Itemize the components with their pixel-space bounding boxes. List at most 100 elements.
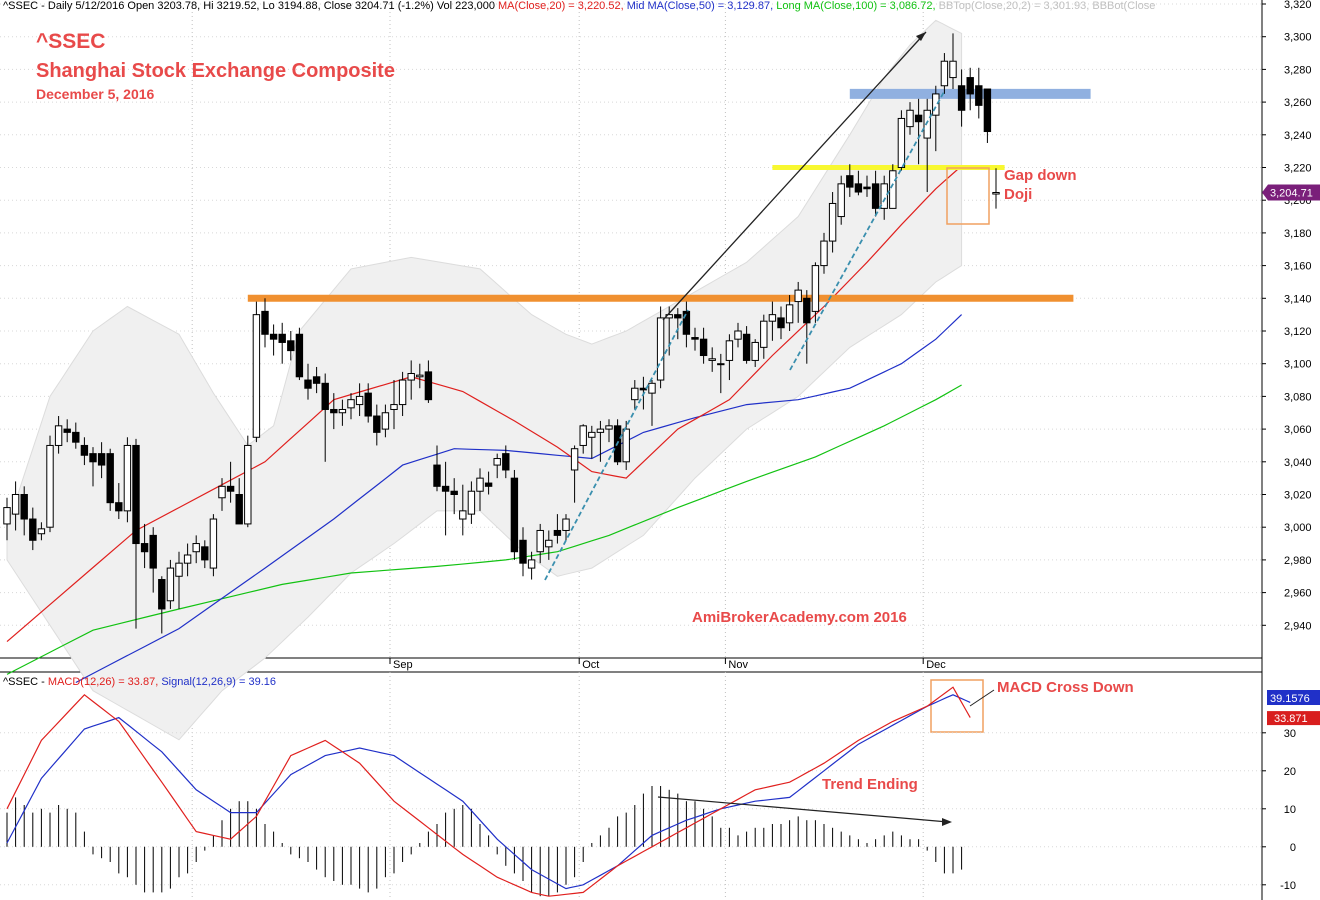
signal-info: Signal(12,26,9) = 39.16 <box>161 676 276 688</box>
candle-body <box>278 333 286 343</box>
candle-body <box>381 412 390 430</box>
candle-body <box>166 567 175 602</box>
gap-down-text: Gap down <box>1004 167 1077 184</box>
candle-body <box>527 559 536 569</box>
candle-body <box>209 518 218 569</box>
macd-line <box>6 686 971 897</box>
price-tick-label: 2,940 <box>1284 620 1312 632</box>
trend-arrow-head <box>916 32 926 41</box>
price-tick-label: 3,240 <box>1284 130 1312 142</box>
candle-body <box>949 60 957 79</box>
candle-body <box>450 490 458 496</box>
ma100-info: Long MA(Close,100) = 3,086.72, <box>776 0 939 12</box>
price-tick-label: 3,300 <box>1284 32 1312 44</box>
candle-body <box>364 392 372 417</box>
macd-prefix: ^SSEC - <box>3 676 48 688</box>
candle-body <box>149 534 157 569</box>
candle-body <box>966 77 974 95</box>
candle-body <box>957 85 966 111</box>
candle-body <box>760 320 768 348</box>
candle-body <box>785 304 794 324</box>
last-close-label: 3,204.71 <box>1270 187 1313 199</box>
macd-value-tag <box>1267 711 1320 726</box>
candle-body <box>312 376 321 384</box>
price-tick-label: 3,260 <box>1284 97 1312 109</box>
candle-body <box>235 494 243 525</box>
candle-body <box>742 333 751 361</box>
candle-body <box>725 340 734 361</box>
signal-line <box>6 694 971 890</box>
candle-body <box>777 317 785 329</box>
candle-body <box>880 183 888 209</box>
price-tick-label: 3,320 <box>1284 0 1312 11</box>
candle-body <box>261 310 269 335</box>
last-close-tag <box>1262 184 1320 201</box>
candle-body <box>269 333 278 340</box>
candle-body <box>106 453 114 504</box>
candle-body <box>923 109 931 139</box>
candle-body <box>158 579 166 610</box>
month-label: Sep <box>393 659 413 671</box>
ma20-info: MA(Close,20) = 3,220.52, <box>498 0 627 12</box>
price-tick-label: 3,060 <box>1284 424 1312 436</box>
candle-body <box>11 494 20 515</box>
price-tick-label: 3,180 <box>1284 228 1312 240</box>
candle-body <box>751 341 759 361</box>
candle-body <box>175 562 183 577</box>
candle-body <box>80 444 89 456</box>
candle-body <box>992 191 1000 195</box>
candle-body <box>338 408 347 414</box>
candle-body <box>192 543 200 553</box>
candle-body <box>656 317 665 381</box>
candle-body <box>20 494 28 520</box>
candle-body <box>588 431 596 438</box>
candle-body <box>63 428 71 433</box>
price-tick-label: 3,100 <box>1284 359 1312 371</box>
trend-ending-arrow-head <box>942 818 952 826</box>
watermark-text: AmiBrokerAcademy.com 2016 <box>692 609 907 626</box>
candle-body <box>794 289 802 303</box>
candle-body <box>115 502 123 512</box>
candle-body <box>846 175 854 188</box>
signal-value-label: 39.1576 <box>1270 693 1310 705</box>
candle-body <box>579 425 587 446</box>
price-tick-label: 3,020 <box>1284 490 1312 502</box>
candle-body <box>321 382 329 410</box>
macd-cross-highlight-box <box>930 679 984 733</box>
month-label: Dec <box>926 659 946 671</box>
candle-body <box>407 373 415 381</box>
price-tick-label: 3,220 <box>1284 163 1312 175</box>
candle-body <box>226 485 235 492</box>
macd-info: MACD(12,26) = 33.87, <box>47 676 162 688</box>
candle-body <box>914 114 923 123</box>
candle-body <box>467 490 476 515</box>
candle-body <box>424 371 433 401</box>
candle-body <box>304 379 312 389</box>
trend-arrow-line <box>662 31 927 321</box>
candle-body <box>975 85 983 106</box>
candle-body <box>648 382 656 394</box>
candle-body <box>545 539 553 548</box>
dashed-uptrend-line-1 <box>544 309 689 581</box>
candle-body <box>493 458 501 466</box>
chart-symbol-title: ^SSEC <box>36 30 106 53</box>
candle-body <box>983 88 992 133</box>
candle-body <box>433 464 441 487</box>
candle-body <box>553 529 562 536</box>
dashed-uptrend-line-2 <box>789 89 946 371</box>
candle-body <box>295 333 304 378</box>
candle-body <box>699 338 708 357</box>
candle-body <box>622 428 630 463</box>
macd-value-label: 33.871 <box>1274 713 1308 725</box>
bollinger-band <box>6 19 963 741</box>
candle-body <box>906 109 914 128</box>
price-tick-label: 3,160 <box>1284 261 1312 273</box>
candle-body <box>37 528 46 535</box>
macd-cross-annotation: MACD Cross Down <box>997 679 1134 696</box>
candle-body <box>631 387 639 401</box>
candle-body <box>123 444 132 512</box>
candle-body <box>682 310 691 335</box>
chart-date-title: December 5, 2016 <box>36 86 155 102</box>
macd-cross-pointer <box>969 689 995 707</box>
